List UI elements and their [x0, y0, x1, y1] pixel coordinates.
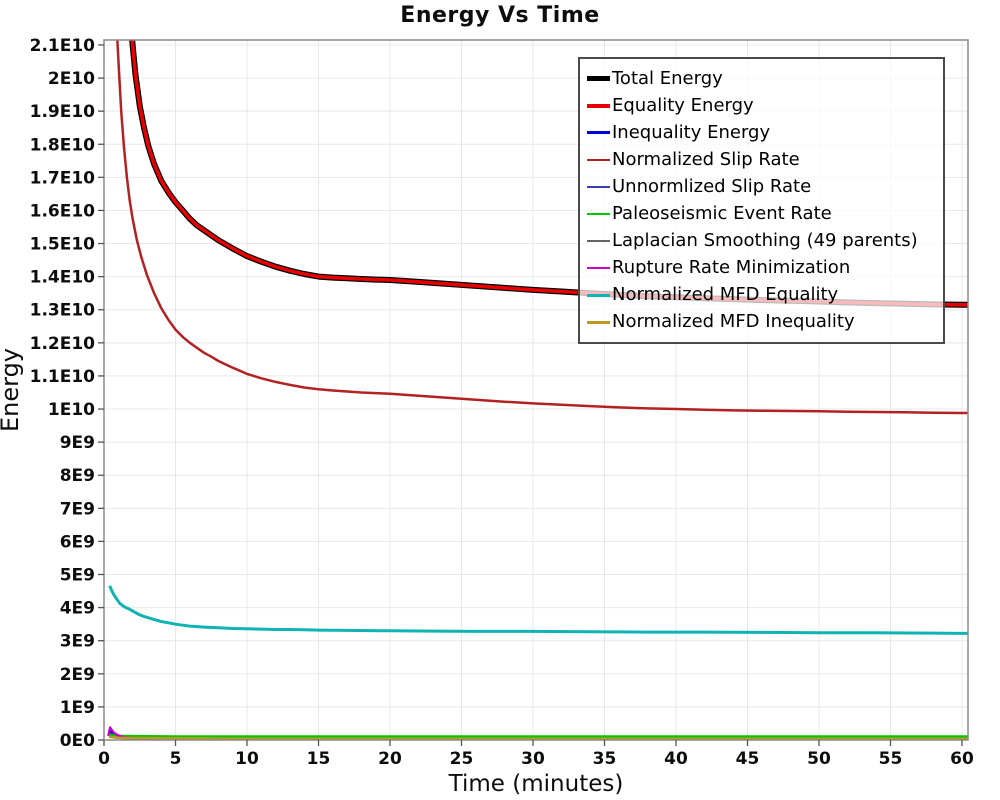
- legend-line-swatch: [587, 320, 610, 324]
- legend-label: Normalized MFD Equality: [612, 284, 839, 306]
- y-axis-title: Energy: [0, 348, 24, 432]
- y-tick-label: 3E9: [60, 632, 95, 652]
- legend-line-swatch: [587, 158, 610, 162]
- legend-line-swatch: [587, 293, 610, 298]
- y-tick-label: 1.1E10: [30, 367, 96, 387]
- legend-line-swatch: [587, 76, 610, 82]
- chart-title: Energy Vs Time: [400, 3, 600, 28]
- y-tick-label: 1.8E10: [30, 135, 96, 155]
- legend-item-unnormlized-slip-rate: Unnormlized Slip Rate: [587, 173, 939, 200]
- legend-line-swatch: [587, 266, 610, 270]
- series-line-paleoseismic-event-rate: [108, 733, 968, 738]
- legend: Total Energy Equality Energy Inequality En…: [578, 57, 945, 344]
- x-tick-label: 50: [807, 749, 831, 769]
- legend-label: Paleoseismic Event Rate: [612, 203, 832, 225]
- legend-label: Normalized MFD Inequality: [612, 311, 855, 333]
- legend-item-equality-energy: Equality Energy: [587, 92, 939, 119]
- x-tick-label: 45: [736, 749, 760, 769]
- legend-item-normalized-mfd-equality: Normalized MFD Equality: [587, 282, 939, 309]
- y-tick-label: 1.2E10: [30, 334, 96, 354]
- y-tick-label: 2E9: [60, 665, 95, 685]
- y-tick-label: 1.9E10: [30, 102, 96, 122]
- legend-item-normalized-mfd-inequality: Normalized MFD Inequality: [587, 309, 939, 336]
- y-tick-label: 8E9: [60, 466, 95, 486]
- y-tick-label: 0E0: [60, 731, 95, 751]
- x-tick-label: 40: [664, 749, 688, 769]
- legend-label: Inequality Energy: [612, 121, 771, 143]
- legend-item-total-energy: Total Energy: [587, 65, 939, 92]
- y-tick-label: 1.5E10: [30, 235, 96, 255]
- legend-item-normalized-slip-rate: Normalized Slip Rate: [587, 146, 939, 173]
- legend-label: Normalized Slip Rate: [612, 148, 800, 170]
- x-tick-label: 10: [235, 749, 259, 769]
- legend-item-paleoseismic-event-rate: Paleoseismic Event Rate: [587, 200, 939, 227]
- legend-line-swatch: [587, 185, 610, 189]
- x-tick-label: 60: [950, 749, 974, 769]
- y-tick-label: 1.6E10: [30, 201, 96, 221]
- plot-area-border: [103, 39, 969, 741]
- x-tick-label: 15: [307, 749, 331, 769]
- x-tick-label: 25: [450, 749, 474, 769]
- legend-line-swatch: [587, 212, 610, 216]
- tick-layer: 0E0 1E9 2E9 3E9 4E9 5E9 6E9 7E9 8E9 9E9 1E10 1.1E10…: [30, 36, 974, 769]
- series-line-normalized-mfd-inequality: [108, 735, 968, 740]
- y-tick-label: 2E10: [48, 69, 95, 89]
- legend-label: Equality Energy: [612, 94, 754, 116]
- legend-item-laplacian-smoothing-49-parents-: Laplacian Smoothing (49 parents): [587, 228, 939, 255]
- legend-line-swatch: [587, 239, 610, 243]
- y-tick-label: 1.4E10: [30, 268, 96, 288]
- x-tick-label: 20: [378, 749, 402, 769]
- x-tick-label: 5: [170, 749, 182, 769]
- y-tick-label: 4E9: [60, 599, 95, 619]
- y-tick-label: 1E9: [60, 698, 95, 718]
- legend-line-swatch: [587, 103, 610, 108]
- series-line-normalized-mfd-equality: [108, 585, 968, 635]
- x-tick-label: 35: [593, 749, 617, 769]
- x-tick-label: 30: [521, 749, 545, 769]
- series-line-normalized-slip-rate: [116, 40, 968, 415]
- y-tick-label: 9E9: [60, 433, 95, 453]
- x-tick-label: 0: [98, 749, 110, 769]
- legend-item-inequality-energy: Inequality Energy: [587, 119, 939, 146]
- legend-label: Total Energy: [612, 67, 723, 89]
- x-tick-label: 55: [879, 749, 903, 769]
- y-tick-label: 1.3E10: [30, 301, 96, 321]
- y-tick-label: 1E10: [48, 400, 95, 420]
- y-tick-label: 6E9: [60, 532, 95, 552]
- y-tick-label: 5E9: [60, 566, 95, 586]
- y-tick-label: 1.7E10: [30, 168, 96, 188]
- x-axis-title: Time (minutes): [448, 771, 624, 797]
- legend-line-swatch: [587, 130, 610, 135]
- y-tick-label: 2.1E10: [30, 36, 96, 56]
- legend-label: Laplacian Smoothing (49 parents): [612, 230, 918, 252]
- legend-label: Rupture Rate Minimization: [612, 257, 851, 279]
- legend-item-rupture-rate-minimization: Rupture Rate Minimization: [587, 255, 939, 282]
- y-tick-label: 7E9: [60, 499, 95, 519]
- legend-label: Unnormlized Slip Rate: [612, 175, 812, 197]
